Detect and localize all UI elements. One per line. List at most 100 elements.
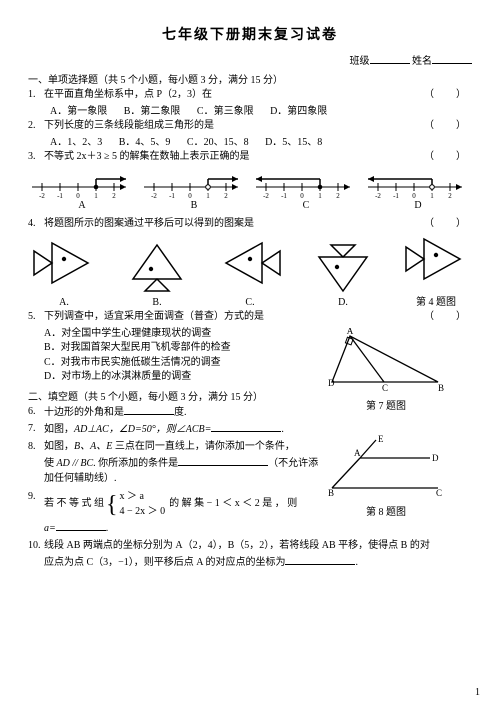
svg-text:D: D bbox=[432, 453, 439, 463]
q4-label-A: A. bbox=[28, 297, 100, 308]
q4-optA: A. bbox=[28, 239, 100, 308]
q4-paren: （ ） bbox=[424, 217, 472, 232]
q8-l2a: 使 bbox=[44, 458, 57, 469]
q9-bot: 4 − 2x ＞ 0 bbox=[120, 505, 166, 520]
q8-l2d: （不允许添 bbox=[268, 458, 318, 469]
q3-label-C: C bbox=[254, 200, 358, 211]
q4-optB: B. bbox=[121, 239, 193, 308]
q4-num: 4. bbox=[28, 217, 36, 232]
q10: 10. 线段 AB 两端点的坐标分别为 A（2，4），B（5，2），若将线段 A… bbox=[28, 539, 472, 554]
q1-optA: A．第一象限 bbox=[50, 105, 107, 120]
svg-text:-1: -1 bbox=[281, 192, 287, 199]
svg-text:2: 2 bbox=[112, 192, 116, 199]
page-number: 1 bbox=[475, 687, 480, 698]
q4: 4. 将题图所示的图案通过平移后可以得到的图案是 （ ） bbox=[28, 217, 472, 232]
q3-num: 3. bbox=[28, 150, 36, 165]
svg-text:-2: -2 bbox=[39, 192, 45, 199]
q1-optD: D．第四象限 bbox=[270, 105, 327, 120]
q6-text-b: 度. bbox=[174, 407, 187, 418]
q9-mid: 的 解 集 − 1 ＜ x ＜ 2 是 ， 则 bbox=[169, 497, 297, 512]
section-1-heading: 一、单项选择题（共 5 个小题，每小题 3 分，满分 15 分） bbox=[28, 71, 472, 86]
class-blank bbox=[370, 53, 410, 64]
q2-text: 下列长度的三条线段能组成三角形的是 bbox=[44, 120, 214, 131]
q8-l1c: 三点在同一直线上，请你添加一个条件， bbox=[115, 441, 295, 452]
q1: 1. 在平面直角坐标系中，点 P（2，3）在 （ ） bbox=[28, 88, 472, 103]
q10-l2a: 应点为点 C（3，−1），则平移后点 A 的对应点的坐标为 bbox=[44, 557, 285, 568]
q3-fig-C: -2 -1 0 1 2 C bbox=[254, 169, 358, 211]
q3-label-A: A bbox=[30, 200, 134, 211]
q8-l2c: . 你所添加的条件是 bbox=[93, 458, 178, 469]
q4-figures: A. B. C. D. 第 4 题图 bbox=[28, 235, 472, 308]
q4-text: 将题图所示的图案通过平移后可以得到的图案是 bbox=[44, 218, 254, 229]
svg-text:0: 0 bbox=[412, 192, 416, 199]
q7-blank bbox=[211, 422, 281, 432]
svg-text:1: 1 bbox=[318, 192, 322, 199]
q2: 2. 下列长度的三条线段能组成三角形的是 （ ） bbox=[28, 119, 472, 134]
q1-optB: B．第二象限 bbox=[124, 105, 181, 120]
q2-optB: B．4、5、9 bbox=[119, 136, 171, 151]
q5-text: 下列调查中，适宜采用全面调查（普查）方式的是 bbox=[44, 311, 264, 322]
q10-num: 10. bbox=[28, 539, 41, 554]
q1-num: 1. bbox=[28, 88, 36, 103]
svg-text:1: 1 bbox=[430, 192, 434, 199]
svg-text:2: 2 bbox=[224, 192, 228, 199]
svg-text:1: 1 bbox=[94, 192, 98, 199]
q7-figure: A D C B 第 7 题图 bbox=[326, 328, 446, 412]
q10-line2: 应点为点 C（3，−1），则平移后点 A 的对应点的坐标为. bbox=[28, 555, 472, 571]
q4-optC: C. bbox=[214, 239, 286, 308]
svg-text:B: B bbox=[438, 383, 444, 393]
svg-text:-2: -2 bbox=[151, 192, 157, 199]
q4-label-C: C. bbox=[214, 297, 286, 308]
name-blank bbox=[432, 53, 472, 64]
svg-text:0: 0 bbox=[300, 192, 304, 199]
q9: 9. 若 不 等 式 组 { x ＞ a 4 − 2x ＞ 0 的 解 集 − … bbox=[28, 490, 472, 519]
q5-paren: （ ） bbox=[424, 310, 472, 325]
svg-text:C: C bbox=[382, 383, 388, 393]
q1-paren: （ ） bbox=[424, 88, 472, 103]
q2-paren: （ ） bbox=[424, 119, 472, 134]
q9-pre: 若 不 等 式 组 bbox=[44, 497, 104, 512]
q10-l2b: . bbox=[355, 557, 358, 568]
q8-l1b: B、A、E bbox=[74, 441, 115, 452]
q9-tail-row: a=. bbox=[28, 521, 472, 537]
q6: 6. 十边形的外角和是度. bbox=[28, 405, 472, 421]
svg-text:A: A bbox=[354, 448, 361, 458]
q8-l1a: 如图， bbox=[44, 441, 74, 452]
q8-l2b: AD // BC bbox=[57, 458, 94, 469]
svg-text:-2: -2 bbox=[375, 192, 381, 199]
q10-blank bbox=[285, 555, 355, 565]
q3-fig-B: -2 -1 0 1 2 B bbox=[142, 169, 246, 211]
svg-text:-1: -1 bbox=[57, 192, 63, 199]
svg-text:2: 2 bbox=[336, 192, 340, 199]
q1-text: 在平面直角坐标系中，点 P（2，3）在 bbox=[44, 89, 212, 100]
header-line: 班级 姓名 bbox=[28, 52, 472, 67]
q9-top: x ＞ a bbox=[120, 490, 166, 505]
q2-optA: A．1、2、3 bbox=[50, 136, 102, 151]
q7-pre: 如图， bbox=[44, 424, 74, 435]
q2-optC: C．20、15、8 bbox=[187, 136, 249, 151]
q1-options: A．第一象限 B．第二象限 C．第三象限 D．第四象限 bbox=[28, 105, 472, 120]
q3-label-D: D bbox=[366, 200, 470, 211]
q6-num: 6. bbox=[28, 405, 36, 420]
q7-num: 7. bbox=[28, 422, 36, 437]
svg-text:D: D bbox=[328, 378, 335, 388]
svg-text:2: 2 bbox=[448, 192, 452, 199]
q3-text: 不等式 2x＋3 ≥ 5 的解集在数轴上表示正确的是 bbox=[44, 151, 250, 162]
q2-optD: D．5、15、8 bbox=[265, 136, 322, 151]
q3-label-B: B bbox=[142, 200, 246, 211]
q9-blank bbox=[56, 521, 106, 531]
svg-text:A: A bbox=[347, 328, 354, 336]
q3-fig-D: -2 -1 0 1 2 D bbox=[366, 169, 470, 211]
q9-tail: a= bbox=[44, 523, 56, 534]
svg-text:-1: -1 bbox=[393, 192, 399, 199]
q4-optD: D. bbox=[307, 239, 379, 308]
q8-num: 8. bbox=[28, 440, 36, 455]
svg-text:E: E bbox=[378, 434, 384, 444]
q4-label-D: D. bbox=[307, 297, 379, 308]
svg-text:1: 1 bbox=[206, 192, 210, 199]
svg-text:0: 0 bbox=[76, 192, 80, 199]
q3-fig-A: -2 -1 0 1 2 A bbox=[30, 169, 134, 211]
q5-num: 5. bbox=[28, 310, 36, 325]
name-label: 姓名 bbox=[412, 56, 432, 67]
q8-blank bbox=[178, 456, 268, 466]
